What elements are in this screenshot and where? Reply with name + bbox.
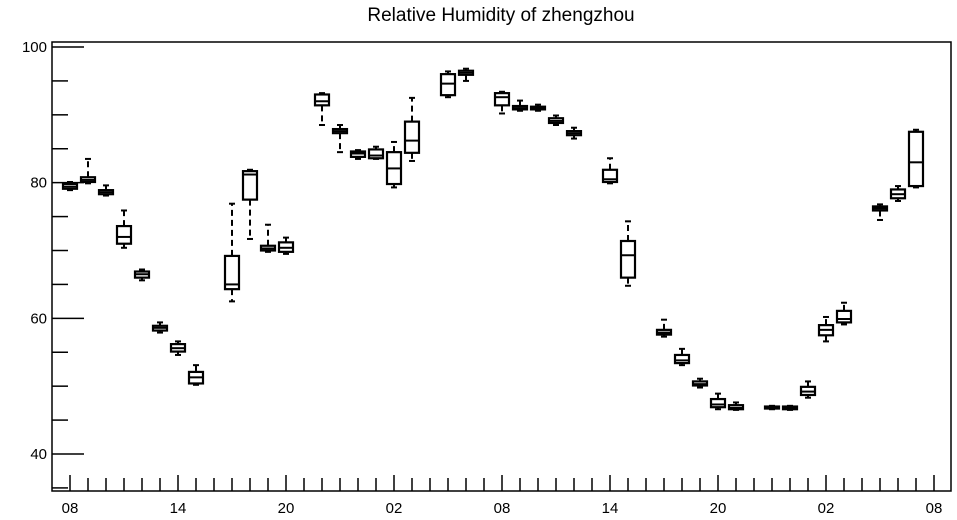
x-tick-label: 08 xyxy=(926,500,943,517)
box-iqr xyxy=(907,130,925,188)
box-plot xyxy=(727,401,745,411)
x-tick-label: 20 xyxy=(710,500,727,517)
box-plot xyxy=(313,92,331,127)
box-iqr xyxy=(619,239,637,279)
x-axis: 08 14 20 02 08 14 20 02 08 xyxy=(62,475,943,517)
box-plot xyxy=(655,318,673,338)
box-plot xyxy=(403,96,421,162)
box-plot xyxy=(349,149,367,160)
x-tick-label: 02 xyxy=(818,500,835,517)
x-tick-label: 14 xyxy=(170,500,187,517)
x-tick-label: 20 xyxy=(278,500,295,517)
box-plot xyxy=(169,340,187,356)
box-plot xyxy=(565,126,583,140)
box-iqr xyxy=(403,120,421,154)
box-plot xyxy=(709,392,727,411)
box-iqr xyxy=(115,224,133,245)
box-plot xyxy=(115,209,133,249)
box-plot xyxy=(439,70,457,99)
box-iqr xyxy=(241,170,259,201)
box-plot xyxy=(61,180,79,192)
box-plot xyxy=(547,114,565,127)
box-plot xyxy=(151,321,169,334)
box-iqr xyxy=(313,93,331,107)
box-plot xyxy=(367,145,385,160)
box-plot xyxy=(619,220,637,287)
box-plot xyxy=(889,185,907,202)
box-iqr xyxy=(835,309,853,324)
box-plot xyxy=(673,347,691,367)
box-plot xyxy=(187,364,205,386)
box-plot xyxy=(763,404,781,411)
box-plot xyxy=(799,380,817,399)
box-plot xyxy=(79,157,97,185)
box-plot xyxy=(385,140,403,189)
y-tick-label: 100 xyxy=(22,39,47,56)
box-plot xyxy=(223,202,241,303)
box-iqr xyxy=(493,92,511,107)
box-plot xyxy=(691,377,709,389)
chart-title: Relative Humidity of zhengzhou xyxy=(367,5,634,26)
box-series xyxy=(61,67,925,411)
y-tick-label: 80 xyxy=(30,175,47,192)
box-plot xyxy=(259,223,277,253)
box-plot xyxy=(331,124,349,154)
box-plot xyxy=(817,315,835,343)
y-axis: 40 60 80 100 xyxy=(22,39,84,489)
box-plot xyxy=(529,103,547,112)
box-plot xyxy=(241,168,259,240)
y-tick-label: 60 xyxy=(30,310,47,327)
box-plot xyxy=(277,236,295,255)
box-iqr xyxy=(223,254,241,291)
box-iqr xyxy=(439,73,457,97)
box-iqr xyxy=(367,148,385,160)
box-iqr xyxy=(673,353,691,365)
box-plot xyxy=(493,90,511,115)
y-tick-label: 40 xyxy=(30,446,47,463)
box-plot xyxy=(871,203,889,221)
x-tick-label: 14 xyxy=(602,500,619,517)
box-plot xyxy=(133,268,151,282)
x-tick-label: 08 xyxy=(494,500,511,517)
x-tick-label: 08 xyxy=(62,500,79,517)
box-plot xyxy=(781,404,799,411)
box-plot xyxy=(601,157,619,185)
box-plot xyxy=(907,128,925,189)
box-plot xyxy=(97,184,115,197)
box-plot xyxy=(511,99,529,112)
x-tick-label: 02 xyxy=(386,500,403,517)
box-plot xyxy=(457,67,475,82)
box-plot xyxy=(835,301,853,326)
box-iqr xyxy=(709,397,727,409)
